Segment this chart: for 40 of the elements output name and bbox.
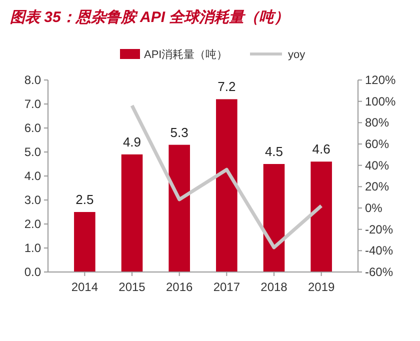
y2-tick-label: -40% bbox=[365, 244, 394, 258]
data-label: 5.3 bbox=[170, 124, 188, 140]
bar bbox=[310, 162, 332, 272]
y-tick-label: 8.0 bbox=[24, 73, 42, 87]
data-label: 7.2 bbox=[218, 79, 236, 94]
y-tick-label: 1.0 bbox=[24, 241, 42, 255]
y2-tick-label: 0% bbox=[365, 201, 383, 215]
x-tick-label: 2014 bbox=[71, 280, 98, 294]
y2-tick-label: 20% bbox=[365, 180, 390, 194]
y2-tick-label: 40% bbox=[365, 158, 390, 172]
y2-tick-label: -60% bbox=[365, 265, 394, 279]
chart-title: 图表 35：恩杂鲁胺 API 全球消耗量（吨） bbox=[10, 9, 290, 26]
y2-tick-label: 80% bbox=[365, 116, 390, 130]
bar bbox=[216, 99, 238, 272]
x-tick-label: 2015 bbox=[118, 280, 146, 294]
data-label: 4.5 bbox=[264, 144, 284, 159]
y-tick-label: 3.0 bbox=[24, 193, 42, 207]
y-tick-label: 5.0 bbox=[24, 145, 42, 159]
y-tick-label: 0.0 bbox=[24, 265, 42, 279]
y2-tick-label: 120% bbox=[365, 73, 396, 87]
bar bbox=[168, 144, 190, 272]
y-tick-label: 4.0 bbox=[24, 169, 42, 183]
y2-tick-label: 60% bbox=[365, 137, 390, 151]
y2-tick-label: 100% bbox=[365, 94, 396, 108]
data-label: 4.6 bbox=[312, 142, 330, 157]
legend-label: API消耗量（吨） bbox=[144, 48, 228, 61]
legend-label: yoy bbox=[288, 49, 306, 61]
y-tick-label: 6.0 bbox=[24, 121, 42, 135]
x-tick-label: 2019 bbox=[308, 280, 335, 294]
x-tick-label: 2018 bbox=[260, 280, 288, 294]
x-tick-label: 2016 bbox=[166, 280, 194, 294]
y-tick-label: 2.0 bbox=[24, 217, 42, 231]
y2-tick-label: -20% bbox=[365, 222, 394, 236]
data-label: 2.5 bbox=[76, 192, 94, 207]
bar bbox=[263, 164, 285, 272]
data-label: 4.9 bbox=[122, 134, 142, 150]
y-tick-label: 7.0 bbox=[24, 97, 42, 111]
x-tick-label: 2017 bbox=[213, 280, 240, 294]
bar bbox=[74, 212, 96, 272]
bar bbox=[121, 154, 143, 272]
